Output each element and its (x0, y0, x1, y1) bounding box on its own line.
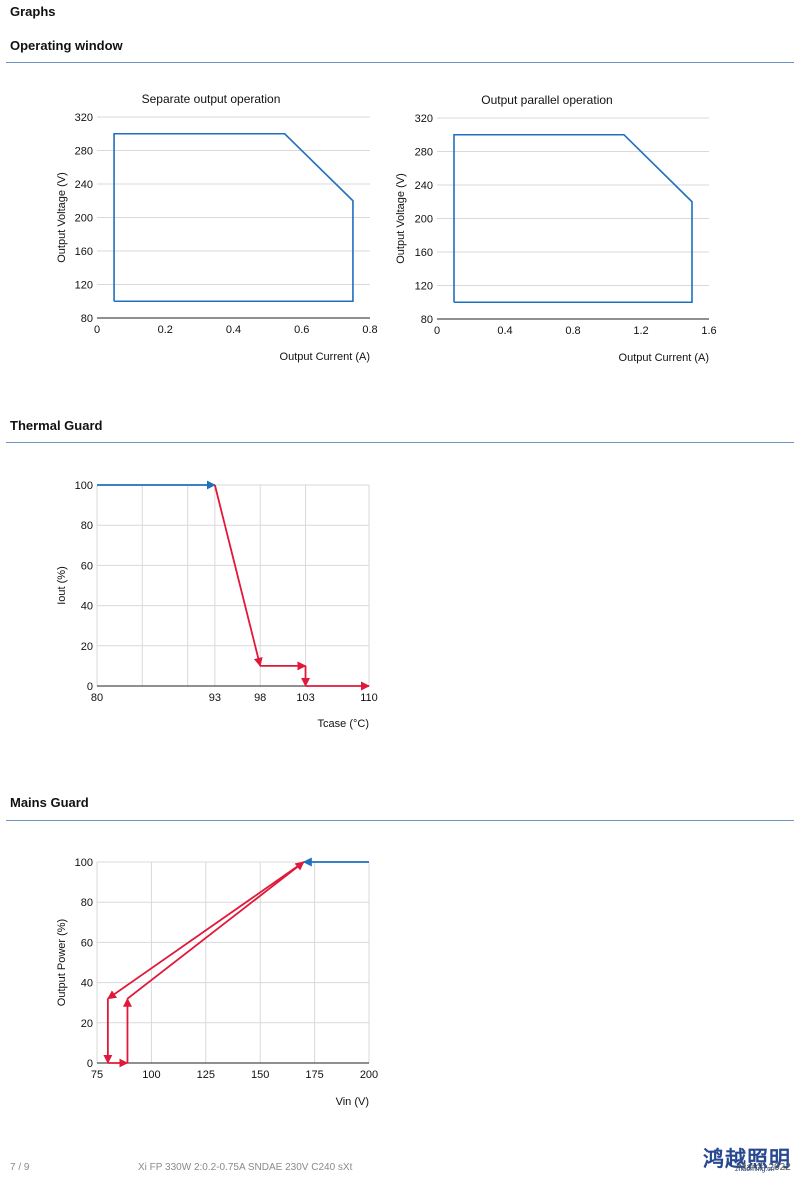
x-tick-label: 80 (91, 692, 103, 704)
x-axis-label: Output Current (A) (280, 351, 370, 363)
y-tick-label: 0 (87, 681, 93, 693)
x-tick-label: 0.8 (362, 324, 377, 336)
x-tick-label: 100 (142, 1069, 160, 1081)
document-name: Xi FP 330W 2:0.2-0.75A SNDAE 230V C240 s… (138, 1162, 353, 1173)
x-tick-label: 103 (296, 692, 314, 704)
x-tick-label: 200 (360, 1069, 378, 1081)
x-tick-label: 75 (91, 1069, 103, 1081)
y-tick-label: 0 (87, 1058, 93, 1070)
x-tick-label: 0.4 (497, 325, 512, 337)
y-tick-label: 100 (75, 480, 93, 492)
y-axis-label: Output Voltage (V) (56, 172, 68, 263)
chart-title: Output parallel operation (481, 93, 612, 107)
x-tick-label: 1.2 (633, 325, 648, 337)
x-axis-label: Vin (V) (336, 1096, 369, 1108)
series-line (126, 861, 305, 1000)
x-tick-label: 110 (360, 692, 378, 704)
section-divider (6, 820, 794, 821)
y-tick-label: 80 (81, 520, 93, 532)
series-line (453, 133, 693, 304)
x-axis-label: Output Current (A) (619, 352, 709, 364)
document-date: March 2022 (738, 1162, 791, 1173)
page-number: 7 / 9 (10, 1162, 30, 1173)
series-line (107, 861, 305, 1000)
y-tick-label: 120 (75, 280, 93, 292)
section-title-operating-window: Operating window (10, 38, 123, 53)
y-tick-label: 120 (415, 281, 433, 293)
y-tick-label: 200 (415, 214, 433, 226)
y-tick-label: 240 (415, 180, 433, 192)
y-tick-label: 80 (81, 897, 93, 909)
y-tick-label: 40 (81, 978, 93, 990)
x-tick-label: 0 (434, 325, 440, 337)
series-line (113, 132, 354, 303)
y-axis-label: Output Voltage (V) (395, 173, 407, 264)
y-tick-label: 280 (75, 146, 93, 158)
y-tick-label: 100 (75, 857, 93, 869)
y-tick-label: 160 (75, 246, 93, 258)
y-tick-label: 80 (421, 314, 433, 326)
series-line (213, 484, 263, 667)
y-tick-label: 200 (75, 213, 93, 225)
page-heading: Graphs (10, 4, 56, 19)
x-axis-label: Tcase (°C) (318, 718, 369, 730)
y-tick-label: 240 (75, 179, 93, 191)
x-tick-label: 125 (197, 1069, 215, 1081)
section-title-thermal-guard: Thermal Guard (10, 418, 103, 433)
x-tick-label: 175 (305, 1069, 323, 1081)
y-tick-label: 80 (81, 313, 93, 325)
y-tick-label: 60 (81, 560, 93, 572)
y-axis-label: Iout (%) (56, 566, 68, 605)
x-tick-label: 0.4 (226, 324, 241, 336)
section-title-mains-guard: Mains Guard (10, 795, 89, 810)
y-tick-label: 160 (415, 247, 433, 259)
x-tick-label: 0 (94, 324, 100, 336)
y-tick-label: 320 (415, 113, 433, 125)
x-tick-label: 0.2 (158, 324, 173, 336)
y-tick-label: 60 (81, 937, 93, 949)
y-tick-label: 280 (415, 147, 433, 159)
chart-title: Separate output operation (142, 92, 281, 106)
y-tick-label: 40 (81, 601, 93, 613)
x-tick-label: 150 (251, 1069, 269, 1081)
x-tick-label: 93 (209, 692, 221, 704)
y-axis-label: Output Power (%) (56, 919, 68, 1006)
x-tick-label: 1.6 (701, 325, 716, 337)
x-tick-label: 98 (254, 692, 266, 704)
section-divider (6, 62, 794, 63)
watermark-subtext: zhaoming.cn (735, 1166, 775, 1173)
y-tick-label: 20 (81, 1018, 93, 1030)
watermark-logo: 鸿越照明 (703, 1147, 791, 1171)
section-divider (6, 442, 794, 443)
y-tick-label: 20 (81, 641, 93, 653)
y-tick-label: 320 (75, 112, 93, 124)
x-tick-label: 0.8 (565, 325, 580, 337)
x-tick-label: 0.6 (294, 324, 309, 336)
